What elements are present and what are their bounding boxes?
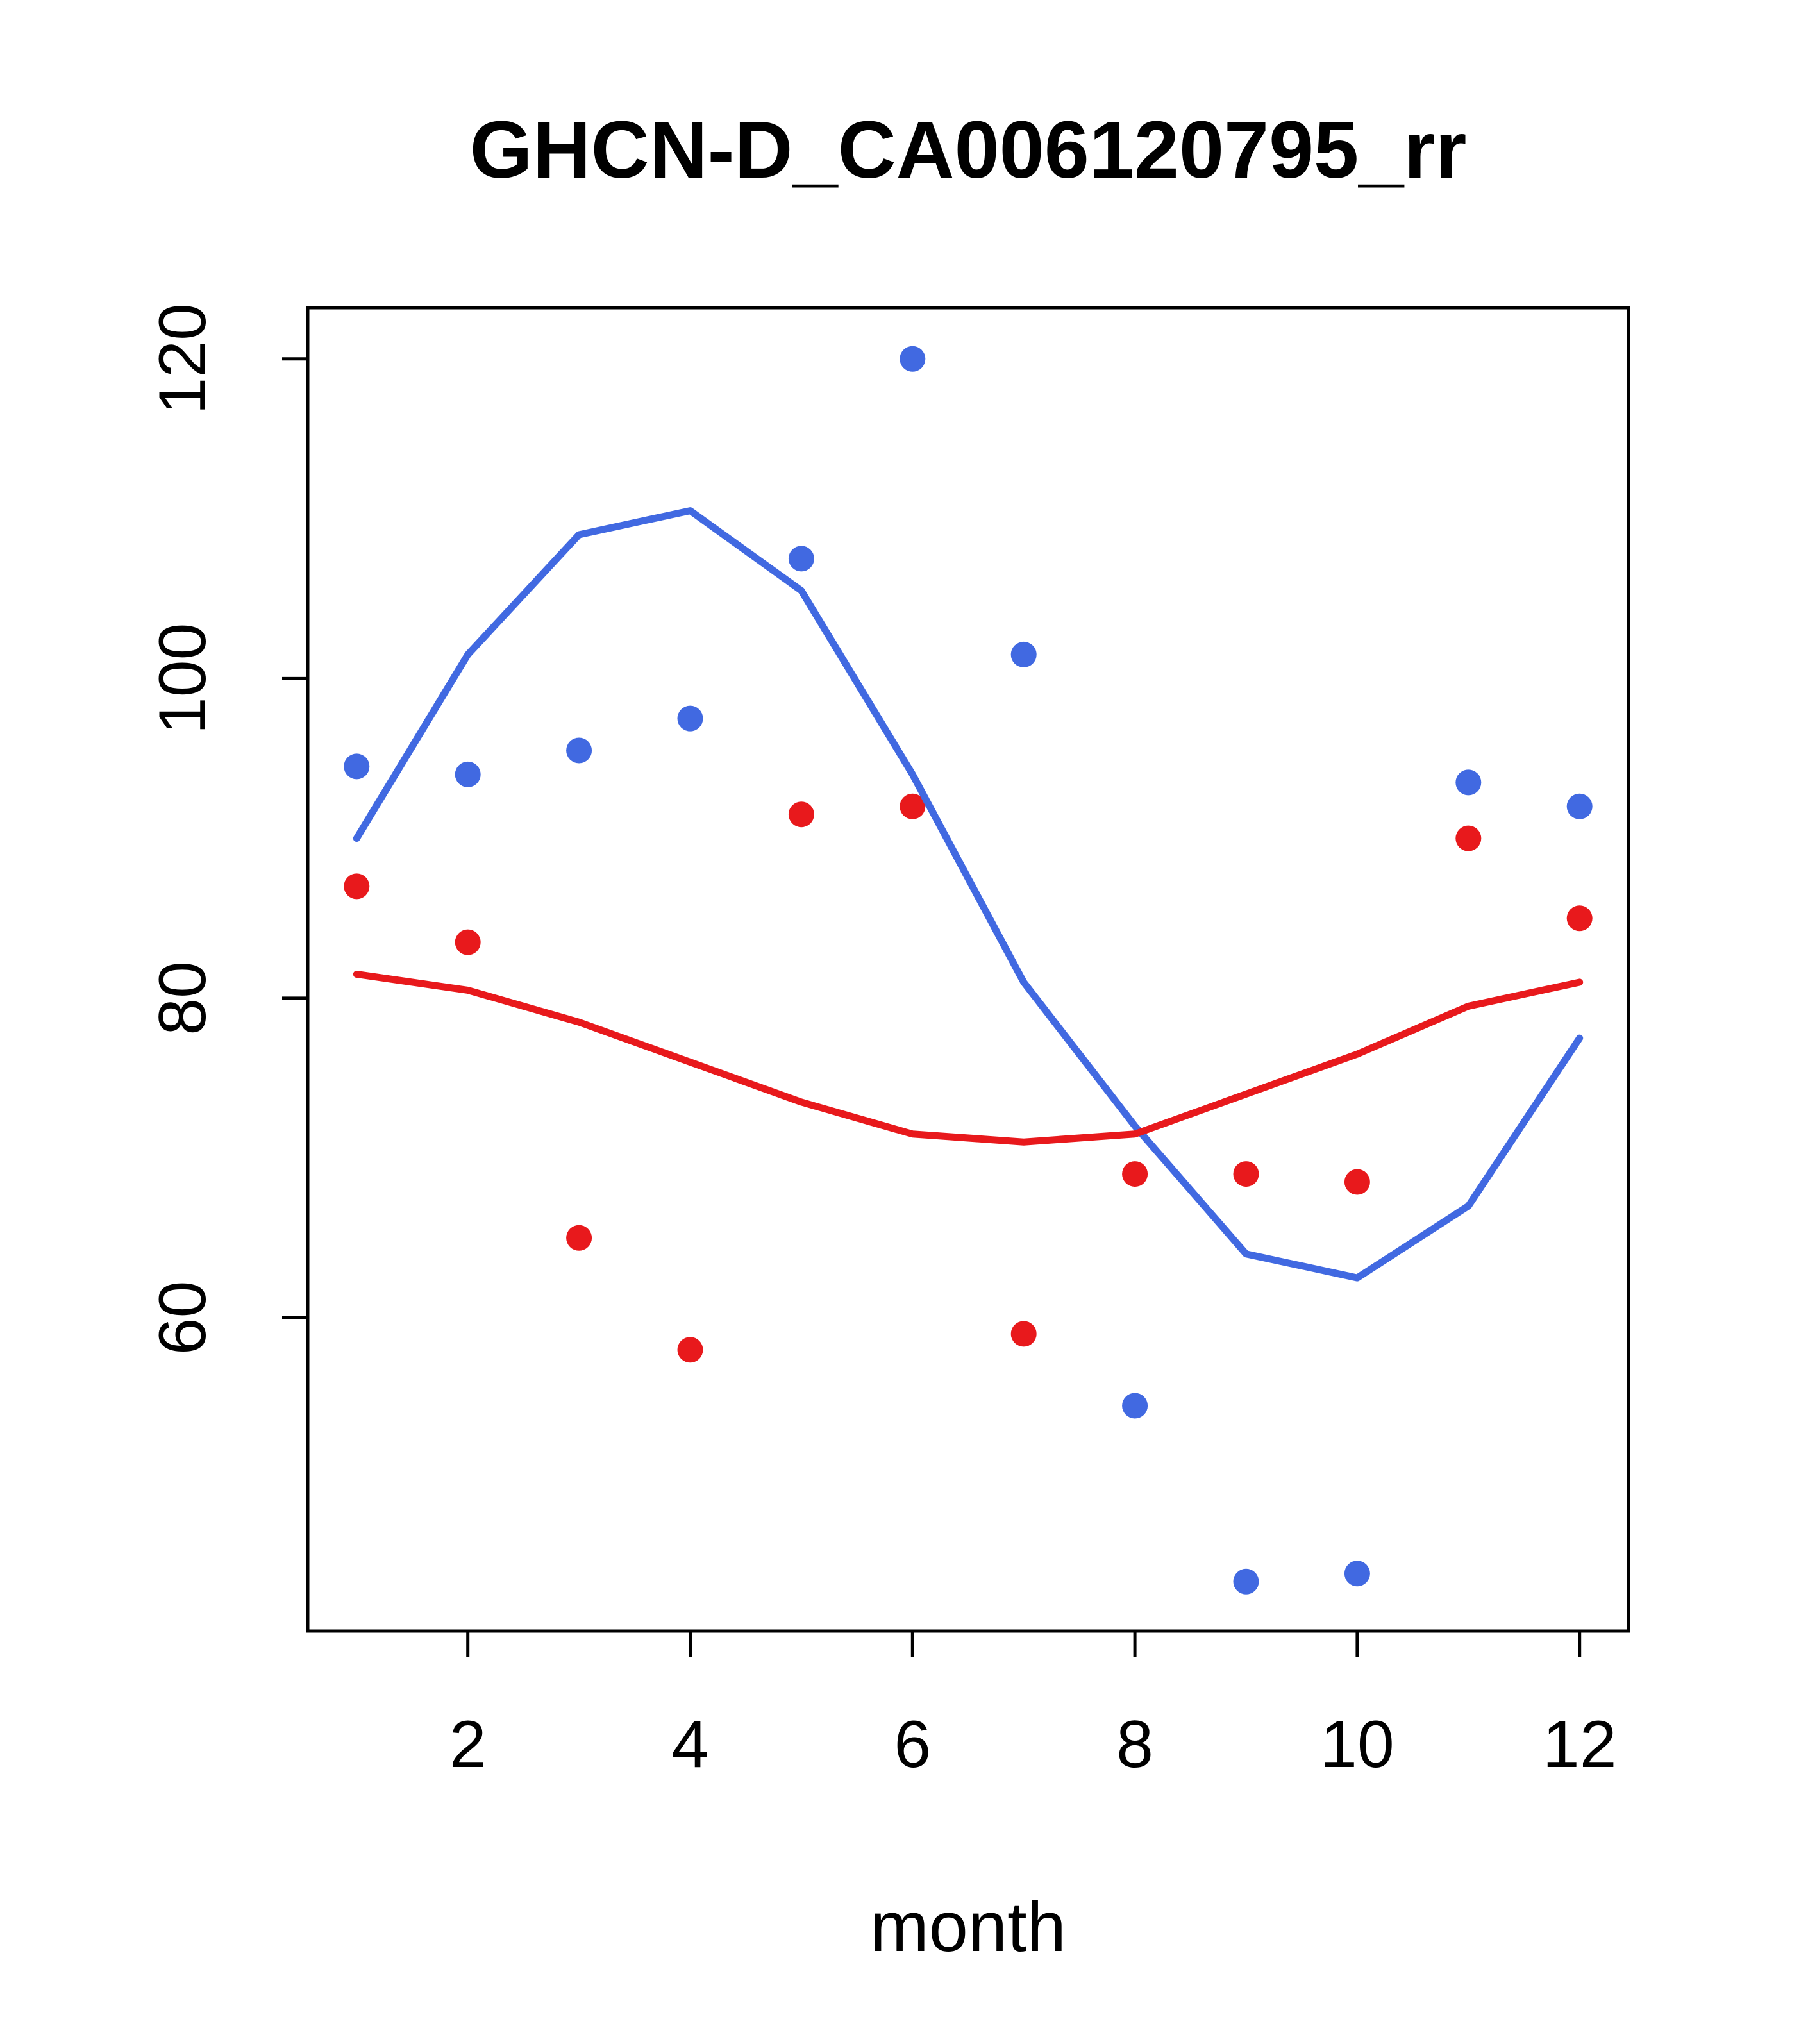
red-points-marker <box>1122 1161 1148 1187</box>
red-points-marker <box>677 1337 703 1363</box>
red-points-marker <box>1010 1321 1037 1347</box>
x-tick-label: 10 <box>1320 1707 1394 1782</box>
y-tick-label: 60 <box>146 1281 220 1355</box>
red-points-marker <box>344 873 370 900</box>
blue-points-marker <box>1455 769 1482 796</box>
blue-points-marker <box>344 753 370 780</box>
blue-smooth-line <box>353 507 1584 1282</box>
blue-points-marker <box>1122 1393 1148 1419</box>
red-points-marker <box>566 1225 592 1251</box>
plot-box <box>306 306 1630 1633</box>
red-points-marker <box>1566 905 1593 932</box>
y-tick-label: 120 <box>146 303 220 415</box>
red-points-marker <box>1344 1169 1370 1195</box>
y-tick-label: 80 <box>146 961 220 1035</box>
x-tick-label: 2 <box>449 1707 487 1782</box>
x-tick-label: 6 <box>894 1707 931 1782</box>
red-points-marker <box>900 793 926 819</box>
x-tick-label: 8 <box>1116 1707 1153 1782</box>
x-tick-label: 4 <box>672 1707 709 1782</box>
blue-points-marker <box>455 761 481 787</box>
x-tick-label: 12 <box>1543 1707 1617 1782</box>
x-axis-label: month <box>870 1888 1066 1966</box>
blue-points-marker <box>1566 793 1593 819</box>
red-points-marker <box>788 801 814 828</box>
blue-points-marker <box>1344 1561 1370 1587</box>
red-points-marker <box>455 929 481 955</box>
blue-points-marker <box>1010 641 1037 667</box>
blue-points-marker <box>1233 1568 1259 1595</box>
y-tick-label: 100 <box>146 623 220 735</box>
chart-title: GHCN-D_CA006120795_rr <box>469 105 1467 195</box>
blue-points-marker <box>788 546 814 572</box>
blue-points-marker <box>677 705 703 732</box>
red-points-marker <box>1455 825 1482 851</box>
red-points-marker <box>1233 1161 1259 1187</box>
blue-points-marker <box>900 346 926 372</box>
red-smooth-line <box>353 970 1584 1146</box>
blue-points-marker <box>566 737 592 764</box>
